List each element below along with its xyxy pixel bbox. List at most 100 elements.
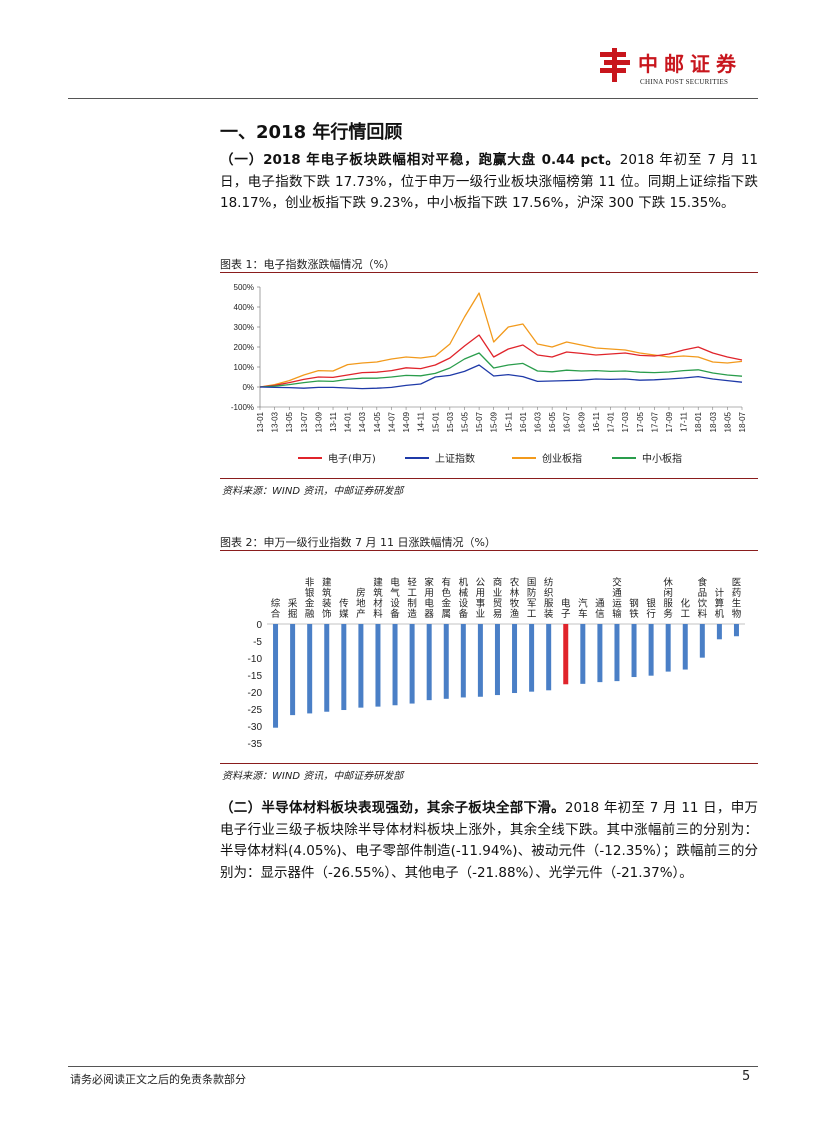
category-label: 休闲服务 — [663, 577, 673, 621]
paragraph-subsector-performance: （二）半导体材料板块表现强劲，其余子板块全部下滑。2018 年初至 7 月 11… — [220, 798, 758, 884]
header-divider — [68, 98, 758, 99]
figure2-bar-chart: 0 -5 -10 -15 -20 -25 -30 -35 综合采掘非银金融建筑装饰传媒房地产建筑… — [248, 577, 745, 750]
category-label: 通信 — [595, 599, 605, 621]
category-label: 交通运输 — [612, 577, 622, 621]
y-tick-label: 400% — [234, 303, 254, 312]
x-tick-label: 18-07 — [738, 411, 747, 432]
category-label: 纺织服装 — [544, 577, 554, 621]
category-label: 商业贸易 — [493, 577, 503, 621]
series-line — [259, 364, 743, 390]
bar — [682, 624, 688, 670]
figure1-top-rule — [220, 272, 758, 273]
category-label: 计算机 — [715, 587, 725, 620]
figure2-source: 资料来源：WIND 资讯，中邮证券研发部 — [222, 771, 404, 782]
figure2-top-rule — [220, 550, 758, 551]
x-tick-label: 15-05 — [460, 411, 469, 432]
series-line — [259, 292, 743, 388]
x-tick-label: 16-03 — [534, 411, 543, 432]
x-tick-label: 16-09 — [577, 411, 586, 432]
x-tick-label: 17-11 — [680, 411, 689, 431]
figure1-bottom-rule — [220, 478, 758, 479]
x-tick-label: 15-09 — [490, 411, 499, 432]
bar — [546, 624, 552, 691]
series-line — [259, 352, 743, 388]
x-tick-label: 14-07 — [387, 411, 396, 432]
bar — [665, 624, 671, 672]
x-tick-label: 16-05 — [548, 411, 557, 432]
paragraph-lead: （二）半导体材料板块表现强劲，其余子板块全部下滑。 — [220, 800, 565, 816]
category-label: 化工 — [680, 598, 690, 621]
legend-label: 中小板指 — [642, 452, 682, 465]
bar — [648, 624, 654, 676]
bar — [614, 624, 620, 682]
y-tick-label: -15 — [248, 671, 263, 682]
legend-label: 上证指数 — [435, 452, 475, 465]
legend-label: 创业板指 — [542, 452, 582, 465]
bar — [716, 624, 722, 640]
paragraph-body: 2018 年初至 7 月 11 日，电子指数下跌 17.73%，位于申万一级行业… — [220, 152, 758, 211]
category-label: 房地产 — [356, 587, 366, 620]
x-tick-label: 15-07 — [475, 411, 484, 432]
x-tick-label: 17-05 — [636, 411, 645, 432]
x-tick-label: 17-09 — [665, 411, 674, 432]
category-label: 医药生物 — [732, 578, 742, 621]
figure1-line-chart: 500% 400% 300% 200% 100% 0% -100%13-01 13-03 13-… — [231, 283, 747, 465]
x-tick-label: 18-01 — [694, 411, 703, 432]
y-tick-label: 100% — [234, 363, 254, 372]
x-tick-label: 15-11 — [504, 411, 513, 431]
x-tick-label: 13-05 — [285, 411, 294, 432]
x-tick-label: 17-07 — [650, 411, 659, 432]
x-tick-label: 16-01 — [519, 411, 528, 432]
x-tick-label: 16-11 — [592, 411, 601, 431]
bar — [426, 624, 432, 701]
category-label: 轻工制造 — [407, 577, 417, 621]
bar — [512, 624, 518, 694]
bar — [392, 624, 398, 706]
figure1-title: 图表 1：电子指数涨跌幅情况（%） — [220, 258, 395, 271]
y-tick-label: -100% — [231, 403, 254, 412]
category-label: 采掘 — [288, 599, 298, 621]
company-logo: 中邮证券 CHINA POST SECURITIES — [598, 46, 758, 94]
bar — [494, 624, 500, 696]
y-tick-label: -20 — [248, 688, 263, 699]
category-label: 银行 — [646, 598, 656, 621]
bar — [733, 624, 739, 637]
bar — [529, 624, 535, 692]
category-label: 机械设备 — [459, 577, 469, 621]
paragraph-body: 2018 年初至 7 月 11 日，申万电子行业三级子板块除半导体材料板块上涨外… — [220, 800, 758, 881]
paragraph-lead: （一）2018 年电子板块跌幅相对平稳，跑赢大盘 0.44 pct。 — [220, 152, 620, 168]
x-tick-label: 13-07 — [300, 411, 309, 432]
bar — [477, 624, 483, 697]
x-tick-label: 14-03 — [358, 411, 367, 432]
category-label: 有色金属 — [441, 577, 451, 621]
x-tick-label: 14-01 — [344, 411, 353, 432]
bar — [273, 624, 279, 728]
bar — [443, 624, 449, 699]
page-number: 5 — [742, 1069, 751, 1084]
brand-name-en: CHINA POST SECURITIES — [640, 78, 729, 86]
category-label: 公用事业 — [476, 578, 486, 621]
y-tick-label: 0% — [242, 383, 254, 392]
y-tick-label: 500% — [234, 283, 254, 292]
category-label: 电气设备 — [390, 577, 400, 621]
y-tick-label: 300% — [234, 323, 254, 332]
category-label: 国防军工 — [527, 578, 537, 621]
footer-disclaimer: 请务必阅读正文之后的免责条款部分 — [70, 1073, 246, 1086]
category-label: 家用电器 — [424, 577, 434, 621]
series-line — [259, 334, 743, 388]
bar — [580, 624, 586, 684]
bar — [563, 624, 569, 685]
category-label: 汽车 — [578, 598, 588, 621]
y-tick-label: -25 — [248, 705, 263, 716]
figure2-bottom-rule — [220, 763, 758, 764]
section-title: 一、2018 年行情回顾 — [220, 122, 403, 143]
footer-divider — [68, 1066, 758, 1067]
y-tick-label: 0 — [256, 620, 262, 631]
x-tick-label: 14-09 — [402, 411, 411, 432]
paragraph-electronics-overview: （一）2018 年电子板块跌幅相对平稳，跑赢大盘 0.44 pct。2018 年… — [220, 150, 758, 215]
bar — [375, 624, 381, 707]
x-tick-label: 14-05 — [373, 411, 382, 432]
x-tick-label: 13-01 — [256, 411, 265, 432]
category-label: 非银金融 — [305, 577, 315, 621]
x-tick-label: 16-07 — [563, 411, 572, 432]
